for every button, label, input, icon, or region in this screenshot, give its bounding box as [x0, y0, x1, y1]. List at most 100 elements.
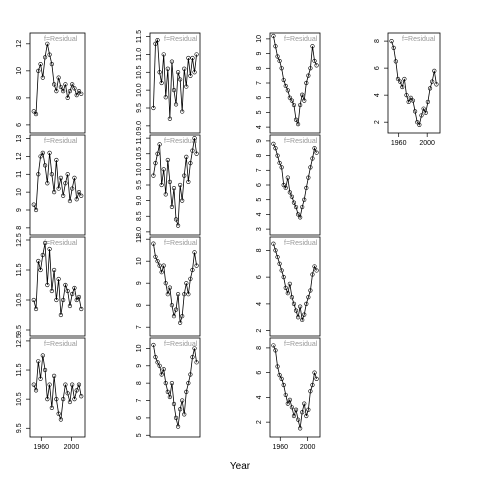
series-line	[33, 242, 82, 316]
point	[167, 394, 172, 400]
point	[155, 360, 160, 365]
point	[159, 270, 164, 275]
point	[72, 397, 77, 402]
point	[279, 268, 284, 273]
point	[38, 61, 43, 67]
point	[310, 272, 315, 277]
series-line	[273, 35, 317, 126]
point	[304, 80, 309, 86]
point	[31, 297, 36, 303]
point	[45, 282, 50, 288]
strip-label: f=Residual	[284, 36, 318, 43]
point	[49, 61, 54, 67]
series-line	[273, 143, 317, 219]
x-tick-label: 1960	[391, 140, 407, 147]
point	[312, 146, 317, 151]
point	[306, 407, 311, 412]
point	[281, 182, 286, 188]
point	[291, 102, 297, 108]
point	[412, 109, 418, 114]
point	[157, 263, 162, 268]
series-line	[391, 40, 437, 126]
y-tick-label: 10.5	[136, 147, 143, 161]
point	[171, 401, 177, 407]
strip-label: f=Residual	[284, 138, 318, 145]
point	[182, 292, 187, 297]
point	[277, 58, 282, 64]
point	[163, 381, 168, 386]
y-tick-label: 4	[256, 125, 263, 129]
point	[42, 240, 48, 246]
point	[281, 382, 286, 388]
point	[45, 41, 50, 46]
point	[283, 185, 288, 191]
point	[308, 165, 313, 170]
point	[271, 141, 276, 146]
point	[192, 250, 197, 255]
point	[76, 382, 82, 387]
y-tick-label: 9.0	[136, 196, 143, 206]
point	[52, 267, 57, 273]
point	[79, 306, 84, 312]
y-tick-label: 9	[256, 52, 263, 56]
point	[52, 190, 57, 195]
point	[31, 109, 36, 114]
point	[302, 312, 307, 317]
point	[273, 248, 278, 253]
series-line	[33, 151, 82, 211]
panel: f=Residual 8.0 8.5 9.0 9.5 10.010.5 11.0	[136, 131, 201, 237]
point	[157, 70, 162, 75]
series-line	[153, 138, 197, 226]
point	[295, 315, 301, 320]
point	[417, 122, 422, 127]
point	[314, 63, 319, 68]
y-tick-label: 11.0	[136, 131, 143, 144]
point	[190, 355, 195, 360]
point	[70, 186, 75, 191]
point	[171, 88, 177, 93]
y-tick-label: 6	[256, 96, 263, 100]
panel-frame	[149, 337, 201, 438]
point	[165, 389, 170, 394]
y-tick-label: 7	[136, 325, 143, 329]
series-line	[153, 38, 197, 119]
point	[159, 80, 164, 86]
y-tick-label: 8	[16, 226, 23, 230]
point	[285, 291, 290, 296]
point	[153, 41, 158, 46]
point	[289, 295, 295, 300]
y-tick-label: 10	[16, 188, 23, 196]
point	[151, 173, 156, 178]
point	[295, 122, 301, 127]
point	[38, 376, 43, 381]
point	[175, 292, 181, 297]
point	[306, 73, 311, 78]
point	[300, 410, 305, 415]
point	[33, 111, 39, 117]
point	[302, 401, 307, 406]
y-tick-label: 10	[136, 344, 143, 352]
point	[184, 154, 189, 159]
point	[277, 160, 282, 166]
y-tick-label: 12	[16, 40, 23, 48]
y-tick-label: 6	[136, 416, 143, 420]
strip-label: f=Residual	[402, 36, 436, 43]
point	[194, 151, 199, 156]
point	[54, 297, 59, 303]
point	[293, 204, 299, 210]
point	[279, 66, 284, 71]
point	[45, 181, 50, 186]
point	[173, 415, 179, 420]
point	[74, 388, 79, 393]
panel: f=Residual 9.0 9.5 10.0 10.5 11.0 11.5	[136, 30, 201, 134]
point	[167, 179, 172, 184]
point	[67, 399, 73, 405]
point	[65, 288, 70, 294]
point	[178, 77, 183, 82]
point	[79, 91, 84, 96]
point	[33, 388, 39, 393]
y-tick-label: 10	[256, 35, 263, 43]
point	[67, 89, 73, 94]
y-tick-label: 8	[256, 346, 263, 350]
